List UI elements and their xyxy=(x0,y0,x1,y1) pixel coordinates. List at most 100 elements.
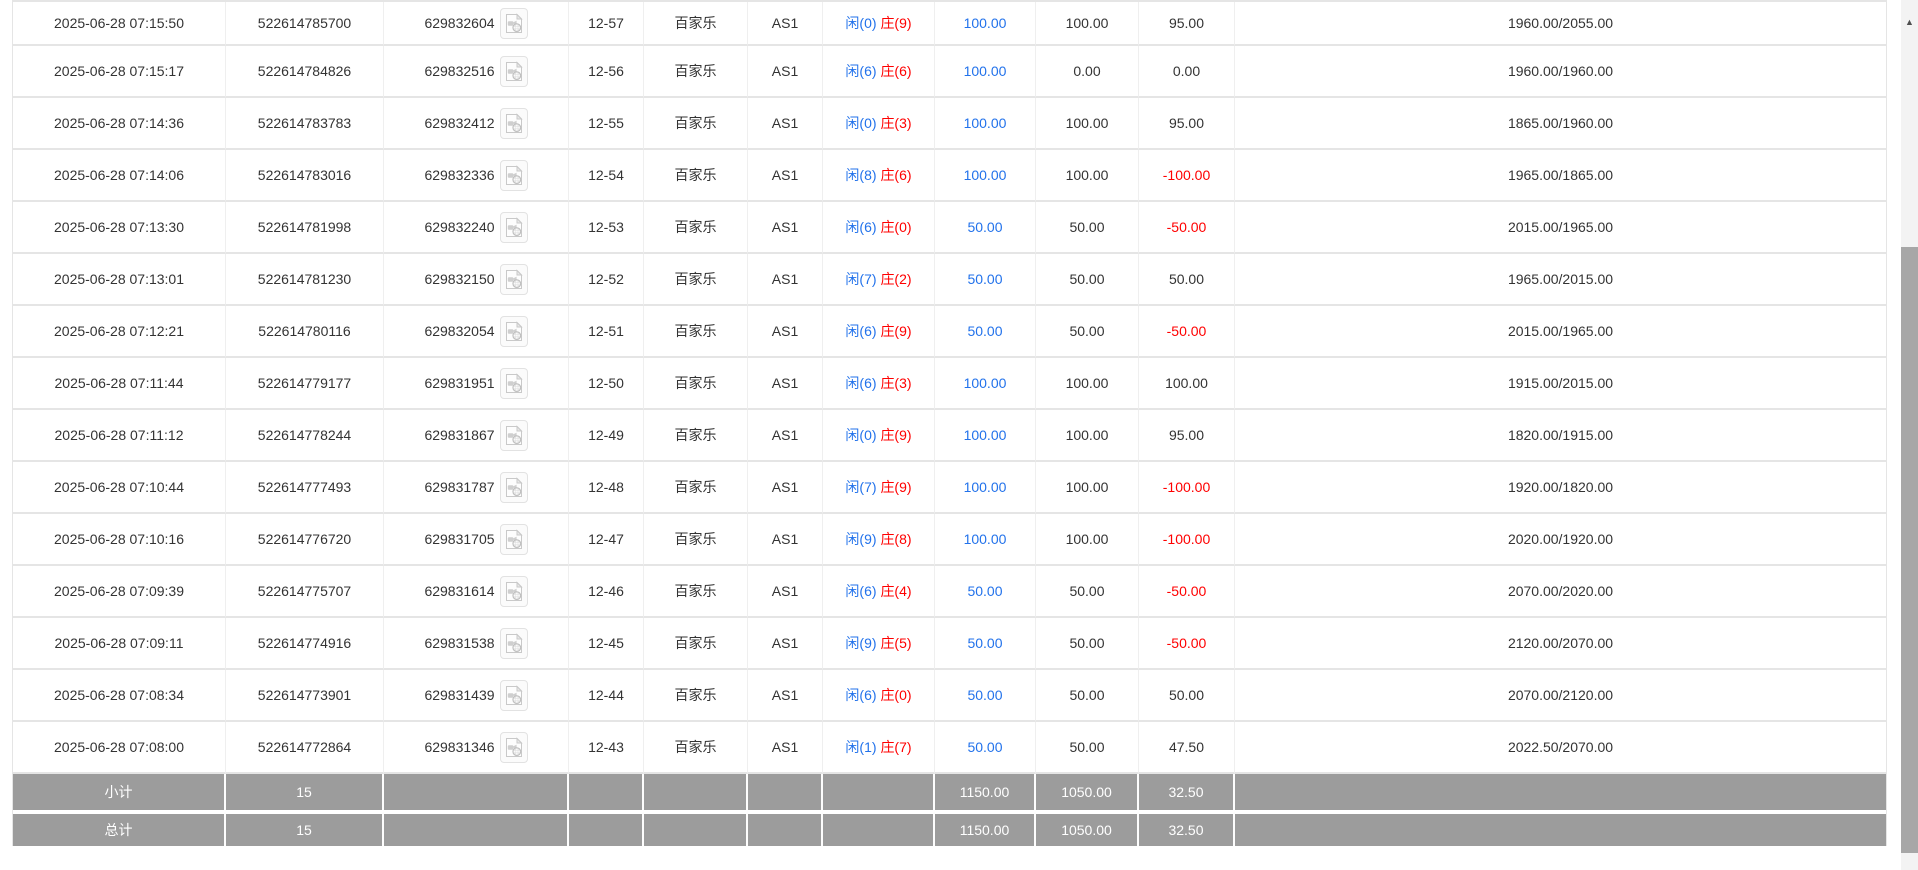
game-number: 629832336 xyxy=(424,167,495,183)
replay-button[interactable] xyxy=(499,367,528,399)
valid-amount: 100.00 xyxy=(1036,98,1139,150)
balance-before-after: 1960.00/2055.00 xyxy=(1235,2,1886,46)
replay-button[interactable] xyxy=(499,627,528,659)
win-loss-amount: 50.00 xyxy=(1139,670,1235,722)
banker-result: 庄(9) xyxy=(880,323,912,339)
summary-bet-total: 1150.00 xyxy=(935,810,1036,846)
table-row: 2025-06-28 07:10:44 522614777493 6298317… xyxy=(13,462,1886,514)
game-number: 629831705 xyxy=(424,531,495,547)
game-type: 百家乐 xyxy=(644,410,748,462)
scrollbar-thumb[interactable] xyxy=(1901,247,1918,853)
bet-time: 2025-06-28 07:13:01 xyxy=(13,254,226,306)
bet-history-table: 2025-06-28 07:15:50 522614785700 6298326… xyxy=(12,0,1887,846)
game-result: 闲(6) 庄(9) xyxy=(823,306,935,358)
banker-result: 庄(0) xyxy=(880,687,912,703)
round-number: 12-46 xyxy=(569,566,644,618)
table-code: AS1 xyxy=(748,306,823,358)
game-result: 闲(6) 庄(4) xyxy=(823,566,935,618)
win-loss-amount: -100.00 xyxy=(1139,514,1235,566)
bet-amount-link[interactable]: 50.00 xyxy=(935,306,1036,358)
replay-button[interactable] xyxy=(499,7,528,39)
summary-empty-cell xyxy=(823,774,935,810)
game-type: 百家乐 xyxy=(644,670,748,722)
scroll-up-icon[interactable]: ▲ xyxy=(1905,17,1914,27)
video-replay-icon xyxy=(505,476,523,497)
replay-button[interactable] xyxy=(499,315,528,347)
game-type: 百家乐 xyxy=(644,98,748,150)
bet-id: 522614778244 xyxy=(226,410,384,462)
vertical-scrollbar[interactable]: ▲ xyxy=(1901,0,1918,870)
round-number: 12-54 xyxy=(569,150,644,202)
balance-before-after: 1915.00/2015.00 xyxy=(1235,358,1886,410)
bet-amount-link[interactable]: 100.00 xyxy=(935,2,1036,46)
summary-empty-cell xyxy=(384,810,569,846)
replay-button[interactable] xyxy=(499,211,528,243)
win-loss-amount: 47.50 xyxy=(1139,722,1235,774)
bet-amount-link[interactable]: 100.00 xyxy=(935,462,1036,514)
summary-empty-cell xyxy=(644,810,748,846)
player-result: 闲(7) xyxy=(845,479,877,495)
bet-amount-link[interactable]: 50.00 xyxy=(935,618,1036,670)
round-number: 12-52 xyxy=(569,254,644,306)
bet-id: 522614780116 xyxy=(226,306,384,358)
bet-amount-link[interactable]: 100.00 xyxy=(935,358,1036,410)
bet-time: 2025-06-28 07:11:12 xyxy=(13,410,226,462)
game-type: 百家乐 xyxy=(644,462,748,514)
round-number: 12-44 xyxy=(569,670,644,722)
video-replay-icon xyxy=(505,528,523,549)
summary-empty-cell xyxy=(748,810,823,846)
bet-time: 2025-06-28 07:14:36 xyxy=(13,98,226,150)
bet-amount-link[interactable]: 100.00 xyxy=(935,410,1036,462)
game-number-cell: 629831538 xyxy=(384,618,569,670)
banker-result: 庄(9) xyxy=(880,479,912,495)
summary-bet-total: 1150.00 xyxy=(935,774,1036,810)
win-loss-amount: 50.00 xyxy=(1139,254,1235,306)
replay-button[interactable] xyxy=(499,159,528,191)
game-result: 闲(1) 庄(7) xyxy=(823,722,935,774)
video-replay-icon xyxy=(505,112,523,133)
bet-amount-link[interactable]: 100.00 xyxy=(935,514,1036,566)
table-code: AS1 xyxy=(748,566,823,618)
bet-amount-link[interactable]: 50.00 xyxy=(935,566,1036,618)
player-result: 闲(6) xyxy=(845,219,877,235)
replay-button[interactable] xyxy=(499,107,528,139)
bet-amount-link[interactable]: 100.00 xyxy=(935,150,1036,202)
player-result: 闲(0) xyxy=(845,427,877,443)
game-number-cell: 629832516 xyxy=(384,46,569,98)
table-row: 2025-06-28 07:12:21 522614780116 6298320… xyxy=(13,306,1886,358)
replay-button[interactable] xyxy=(499,263,528,295)
replay-button[interactable] xyxy=(499,679,528,711)
replay-button[interactable] xyxy=(499,731,528,763)
balance-before-after: 2015.00/1965.00 xyxy=(1235,202,1886,254)
table-row: 2025-06-28 07:13:01 522614781230 6298321… xyxy=(13,254,1886,306)
bet-amount-link[interactable]: 50.00 xyxy=(935,670,1036,722)
bet-time: 2025-06-28 07:09:39 xyxy=(13,566,226,618)
summary-row: 总计 15 1150.00 1050.00 32.50 xyxy=(13,810,1886,846)
bet-amount-link[interactable]: 50.00 xyxy=(935,722,1036,774)
replay-button[interactable] xyxy=(499,575,528,607)
valid-amount: 100.00 xyxy=(1036,410,1139,462)
bet-time: 2025-06-28 07:10:44 xyxy=(13,462,226,514)
game-type: 百家乐 xyxy=(644,566,748,618)
game-type: 百家乐 xyxy=(644,46,748,98)
valid-amount: 0.00 xyxy=(1036,46,1139,98)
valid-amount: 100.00 xyxy=(1036,150,1139,202)
bet-amount-link[interactable]: 100.00 xyxy=(935,46,1036,98)
round-number: 12-47 xyxy=(569,514,644,566)
valid-amount: 50.00 xyxy=(1036,618,1139,670)
bet-history-panel: 2025-06-28 07:15:50 522614785700 6298326… xyxy=(12,0,1887,846)
replay-button[interactable] xyxy=(499,419,528,451)
replay-button[interactable] xyxy=(499,55,528,87)
table-row: 2025-06-28 07:09:39 522614775707 6298316… xyxy=(13,566,1886,618)
bet-amount-link[interactable]: 50.00 xyxy=(935,254,1036,306)
bet-amount-link[interactable]: 100.00 xyxy=(935,98,1036,150)
win-loss-amount: 95.00 xyxy=(1139,98,1235,150)
game-number: 629832054 xyxy=(424,323,495,339)
game-result: 闲(9) 庄(5) xyxy=(823,618,935,670)
replay-button[interactable] xyxy=(499,523,528,555)
video-replay-icon xyxy=(505,60,523,81)
round-number: 12-56 xyxy=(569,46,644,98)
replay-button[interactable] xyxy=(499,471,528,503)
game-number-cell: 629831346 xyxy=(384,722,569,774)
bet-amount-link[interactable]: 50.00 xyxy=(935,202,1036,254)
